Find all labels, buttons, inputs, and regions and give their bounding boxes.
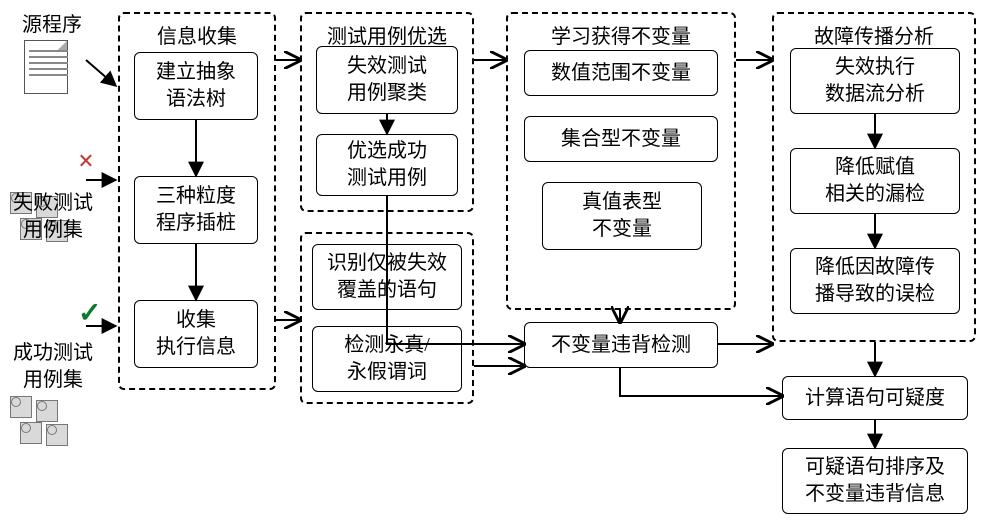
box-failcluster-text: 失效测试 用例聚类 xyxy=(347,53,427,107)
box-tautpred: 检测永真/ 永假谓词 xyxy=(312,326,462,392)
box-ast-text: 建立抽象 语法树 xyxy=(156,59,236,113)
box-pickpass: 优选成功 测试用例 xyxy=(316,134,458,196)
box-instr-text: 三种粒度 程序插桩 xyxy=(156,183,236,237)
box-execinfo-text: 收集 执行信息 xyxy=(156,307,236,361)
box-suspicion-text: 计算语句可疑度 xyxy=(805,385,945,412)
box-execinfo: 收集 执行信息 xyxy=(134,300,258,368)
group-collect-title: 信息收集 xyxy=(120,20,274,49)
box-reducemiss-text: 降低赋值 相关的漏检 xyxy=(825,154,925,208)
box-truthinv: 真值表型 不变量 xyxy=(542,182,702,250)
box-ranking: 可疑语句排序及 不变量违背信息 xyxy=(782,448,968,514)
box-setinv: 集合型不变量 xyxy=(524,116,718,162)
box-rangeinv-text: 数值范围不变量 xyxy=(551,60,691,87)
box-dfanalysis: 失效执行 数据流分析 xyxy=(790,48,960,114)
group-invariants-title: 学习获得不变量 xyxy=(508,20,734,49)
box-setinv-text: 集合型不变量 xyxy=(561,126,681,153)
box-instr: 三种粒度 程序插桩 xyxy=(134,176,258,244)
arrow xyxy=(620,368,782,396)
box-reducemiss: 降低赋值 相关的漏检 xyxy=(790,148,960,214)
box-suspicion: 计算语句可疑度 xyxy=(782,376,968,420)
diagram-canvas: 源程序 × 失败测试 用例集 ✓ 成功测试 用例集 信息收集 建立抽象 语法树 … xyxy=(0,0,1000,526)
box-tautpred-text: 检测永真/ 永假谓词 xyxy=(344,332,430,386)
label-source: 源程序 xyxy=(16,12,88,39)
box-reducefp: 降低因故障传 播导致的误检 xyxy=(790,248,960,314)
group-propagation-title: 故障传播分析 xyxy=(774,20,974,49)
box-violation-text: 不变量违背检测 xyxy=(551,332,691,359)
box-pickpass-text: 优选成功 测试用例 xyxy=(347,138,427,192)
box-onlyfail: 识别仅被失效 覆盖的语句 xyxy=(312,244,462,310)
group-select-title: 测试用例优选 xyxy=(302,20,472,49)
fail-mark-icon: × xyxy=(78,146,94,178)
box-truthinv-text: 真值表型 不变量 xyxy=(582,189,662,243)
box-ranking-text: 可疑语句排序及 不变量违背信息 xyxy=(805,454,945,508)
label-failset: 失败测试 用例集 xyxy=(6,190,100,244)
box-dfanalysis-text: 失效执行 数据流分析 xyxy=(825,54,925,108)
box-failcluster: 失效测试 用例聚类 xyxy=(316,46,458,114)
box-violation: 不变量违背检测 xyxy=(524,322,718,368)
arrow xyxy=(86,60,116,86)
box-rangeinv: 数值范围不变量 xyxy=(524,50,718,96)
label-passset: 成功测试 用例集 xyxy=(6,340,100,394)
pass-mark-icon: ✓ xyxy=(78,296,101,330)
pass-tests-icon xyxy=(10,396,76,450)
box-reducefp-text: 降低因故障传 播导致的误检 xyxy=(815,254,935,308)
source-code-icon xyxy=(24,40,76,100)
box-ast: 建立抽象 语法树 xyxy=(134,52,258,120)
box-onlyfail-text: 识别仅被失效 覆盖的语句 xyxy=(327,250,447,304)
